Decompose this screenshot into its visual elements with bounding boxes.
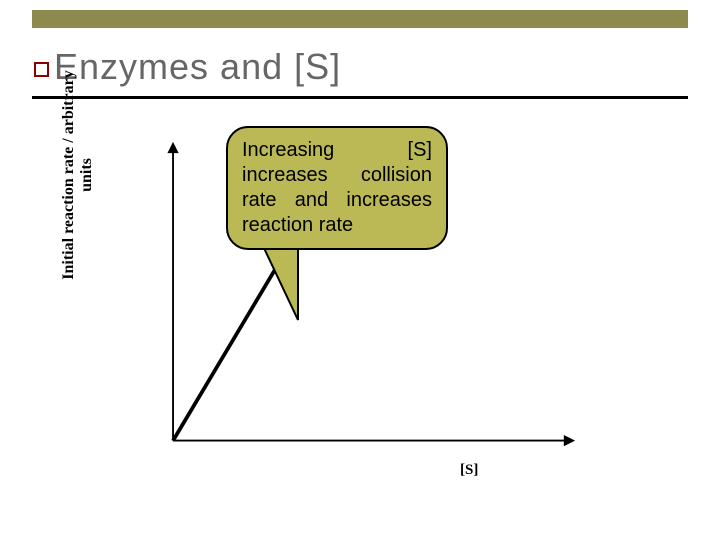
page-title: Enzymes and [S] xyxy=(54,46,341,88)
top-stripe xyxy=(32,10,688,28)
callout-text: Increasing [S] increases collision rate … xyxy=(242,139,432,236)
x-axis-label: [S] xyxy=(460,462,478,479)
chart-area: Initial reaction rate / arbitrary units … xyxy=(70,140,610,480)
y-axis-label-line1: Initial reaction rate / arbitrary xyxy=(60,45,78,305)
x-axis-arrow xyxy=(564,435,575,446)
callout-bubble: Increasing [S] increases collision rate … xyxy=(226,126,448,250)
title-row: Enzymes and [S] xyxy=(54,46,341,88)
y-axis-label: Initial reaction rate / arbitrary units xyxy=(60,45,96,305)
y-axis-arrow xyxy=(167,142,178,153)
title-rule xyxy=(32,96,688,99)
y-axis-label-line2: units xyxy=(78,45,96,305)
title-bullet xyxy=(34,62,49,77)
